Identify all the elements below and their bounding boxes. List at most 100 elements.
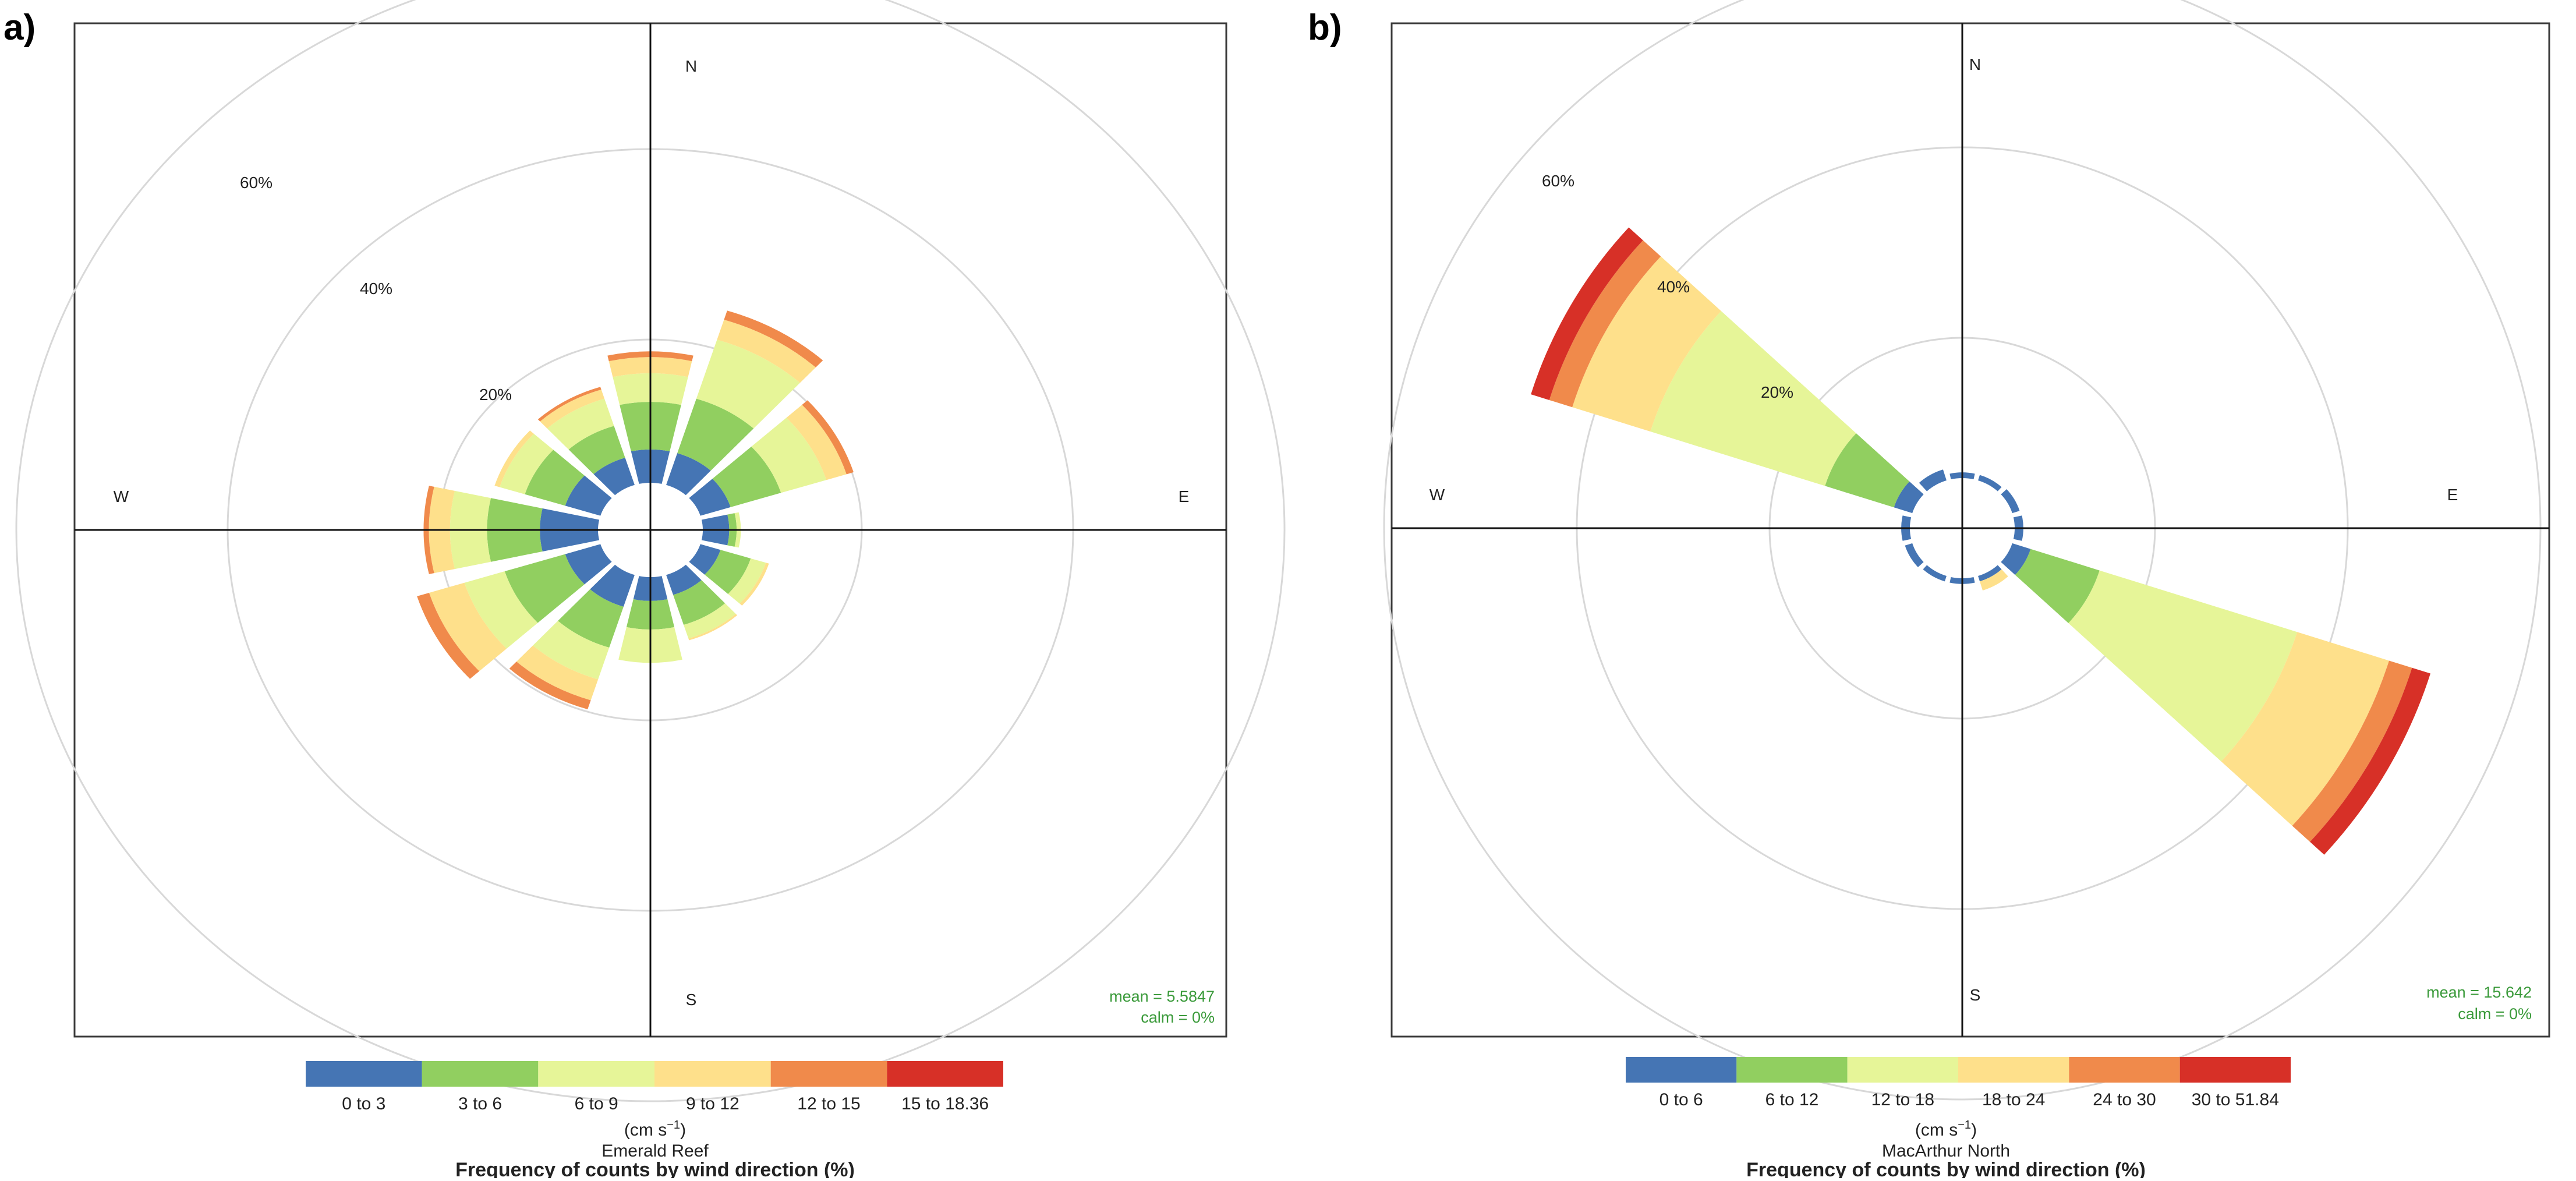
panel-b-radial-label-20: 20% [1761, 383, 1793, 401]
a-wedge-150-bin-0 [666, 564, 702, 595]
b-wedge-300-bin-0 [1894, 481, 1924, 514]
a-wedge-150-bin-2 [684, 603, 736, 639]
panel-b-south-label: S [1970, 986, 1981, 1004]
b-wedge-300-bin-2 [1650, 311, 1856, 486]
a-legend-swatch-4 [770, 1061, 887, 1087]
panel-b-west-label: W [1429, 486, 1445, 504]
panel-a-wedges [417, 310, 854, 710]
panel-b-units-close: ) [1971, 1120, 1977, 1140]
panel-a-units-text: (cm s [624, 1120, 667, 1140]
a-wedge-120-bin-1 [705, 550, 751, 594]
a-wedge-330-bin-3 [540, 390, 605, 429]
b-legend-swatch-1 [1736, 1057, 1848, 1083]
panel-a-north-label: N [685, 57, 697, 75]
a-legend-label-5: 15 to 18.36 [901, 1094, 989, 1113]
panel-a-label: a) [3, 8, 36, 48]
b-wedge-30-bin-0 [1978, 475, 2002, 492]
a-wedge-30-bin-3 [717, 319, 816, 383]
a-wedge-150-bin-1 [673, 580, 726, 625]
a-wedge-30-bin-4 [724, 310, 823, 367]
panel-b-east-label: E [2447, 486, 2458, 504]
a-legend-label-4: 12 to 15 [797, 1094, 860, 1113]
a-wedge-300-bin-2 [500, 433, 554, 494]
panel-a-units-close: ) [680, 1120, 686, 1140]
a-legend-swatch-1 [422, 1061, 539, 1087]
panel-a-site: Emerald Reef [601, 1141, 709, 1161]
a-wedge-300-bin-0 [565, 475, 612, 516]
panel-b-site: MacArthur North [1882, 1141, 2010, 1161]
b-legend-label-5: 30 to 51.84 [2192, 1090, 2279, 1109]
a-wedge-240-bin-3 [429, 582, 507, 671]
b-wedge-150-bin-0 [1978, 565, 2002, 582]
a-legend-label-1: 3 to 6 [458, 1094, 502, 1113]
b-wedge-120-bin-1 [2015, 549, 2100, 624]
a-wedge-30-bin-1 [677, 398, 754, 471]
a-wedge-120-bin-0 [689, 544, 721, 575]
a-legend-swatch-5 [887, 1061, 1003, 1087]
panel-b-units-text: (cm s [1915, 1120, 1958, 1140]
panel-b-legend: 0 to 6 6 to 12 12 to 18 18 to 24 24 to 30 30 … [1626, 1057, 2291, 1109]
b-wedge-330-bin-0 [1919, 469, 1947, 492]
b-legend-swatch-5 [2179, 1057, 2291, 1083]
panel-a-mean: mean = 5.5847 [1109, 988, 1215, 1005]
panel-b-north-label: N [1969, 55, 1981, 73]
panel-a-west-label: W [114, 487, 129, 505]
b-legend-swatch-0 [1626, 1057, 1737, 1083]
panel-b-mean: mean = 15.642 [2426, 984, 2532, 1001]
b-wedge-300-bin-3 [1572, 256, 1721, 432]
b-wedge-300-bin-1 [1825, 433, 1910, 508]
a-wedge-120-bin-3 [739, 563, 769, 606]
panel-a-units: (cm s−1) [624, 1119, 686, 1140]
b-legend-label-2: 12 to 18 [1871, 1090, 1934, 1109]
panel-b: b) N E S W 20% 40% 60% mean = 15.642 cal… [1308, 0, 2550, 1181]
a-wedge-60-bin-0 [689, 479, 731, 516]
panel-b-radial-label-40: 40% [1657, 278, 1690, 296]
a-wedge-60-bin-2 [751, 418, 827, 493]
panel-a-radial-label-60: 60% [240, 174, 273, 192]
panel-b-units: (cm s−1) [1915, 1119, 1977, 1140]
panel-b-label: b) [1308, 8, 1342, 48]
a-wedge-150-bin-3 [688, 614, 738, 641]
b-wedge-300-bin-4 [1549, 240, 1661, 408]
panel-b-units-sup: −1 [1958, 1119, 1971, 1132]
a-legend-label-0: 0 to 3 [342, 1094, 385, 1113]
a-wedge-210-bin-2 [533, 621, 610, 680]
panel-b-title: Frequency of counts by wind direction (%… [1746, 1159, 2146, 1178]
a-wedge-240-bin-4 [417, 592, 480, 679]
a-wedge-330-bin-4 [537, 387, 601, 422]
a-legend-label-2: 6 to 9 [575, 1094, 618, 1113]
a-wedge-300-bin-1 [525, 450, 585, 506]
a-wedge-210-bin-1 [558, 589, 624, 648]
a-wedge-240-bin-0 [565, 544, 612, 585]
b-legend-label-0: 0 to 6 [1659, 1090, 1703, 1109]
b-wedge-120-bin-3 [2221, 632, 2389, 826]
b-legend-swatch-4 [2069, 1057, 2180, 1083]
panel-b-wedges [1531, 227, 2431, 855]
b-wedge-120-bin-5 [2310, 667, 2431, 855]
b-wedge-210-bin-0 [1923, 565, 1947, 582]
a-wedge-60-bin-1 [712, 446, 781, 507]
b-legend-swatch-3 [1958, 1057, 2069, 1083]
b-legend-label-3: 18 to 24 [1982, 1090, 2045, 1109]
b-wedge-150-bin-3 [1980, 569, 2008, 590]
b-wedge-120-bin-0 [2001, 543, 2031, 575]
b-wedge-240-bin-0 [1905, 543, 1924, 567]
b-wedge-120-bin-2 [2068, 570, 2298, 762]
a-wedge-120-bin-2 [728, 558, 766, 604]
b-wedge-300-bin-5 [1531, 227, 1643, 400]
panel-a-south-label: S [686, 991, 697, 1009]
panel-a-radial-label-40: 40% [360, 280, 392, 298]
a-wedge-330-bin-0 [593, 457, 635, 496]
b-legend-swatch-2 [1847, 1057, 1958, 1083]
a-wedge-300-bin-3 [494, 430, 534, 487]
panel-a: a) N E S W 20% 40% 60% mean = 5.5847 cal… [3, 0, 1286, 1181]
panel-b-calm: calm = 0% [2458, 1005, 2532, 1023]
panel-b-radial-label-60: 60% [1542, 172, 1574, 190]
a-wedge-60-bin-3 [786, 405, 847, 480]
b-legend-label-4: 24 to 30 [2093, 1090, 2156, 1109]
b-legend-label-1: 6 to 12 [1765, 1090, 1819, 1109]
a-wedge-240-bin-1 [504, 554, 585, 623]
a-wedge-30-bin-0 [666, 453, 711, 496]
panel-a-calm: calm = 0% [1141, 1009, 1215, 1026]
